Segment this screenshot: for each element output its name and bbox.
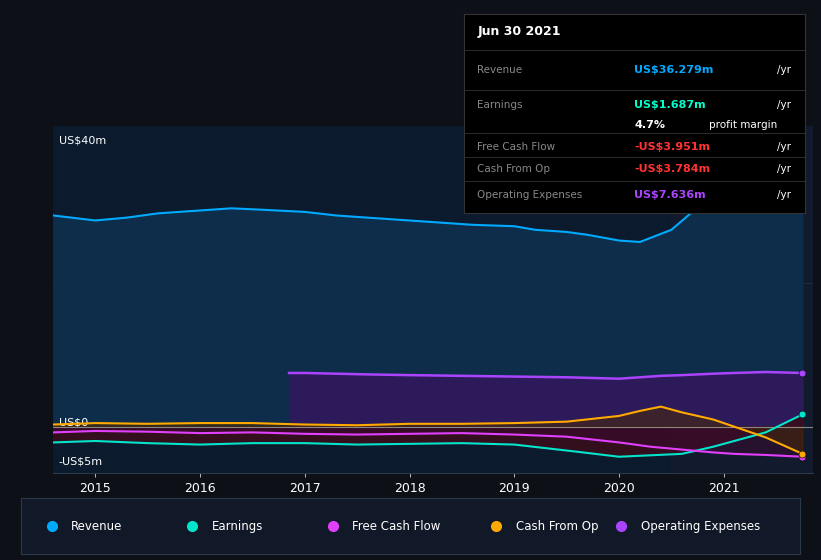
Text: Cash From Op: Cash From Op: [478, 164, 551, 174]
Text: Cash From Op: Cash From Op: [516, 520, 599, 533]
Text: Operating Expenses: Operating Expenses: [478, 190, 583, 200]
Text: Free Cash Flow: Free Cash Flow: [352, 520, 440, 533]
Text: Free Cash Flow: Free Cash Flow: [478, 142, 556, 152]
Text: Earnings: Earnings: [212, 520, 263, 533]
Text: US$0: US$0: [58, 417, 88, 427]
Text: /yr: /yr: [777, 142, 791, 152]
Text: US$7.636m: US$7.636m: [635, 190, 706, 200]
Text: -US$3.784m: -US$3.784m: [635, 164, 710, 174]
Text: 4.7%: 4.7%: [635, 120, 665, 130]
Text: /yr: /yr: [777, 64, 791, 74]
Text: Earnings: Earnings: [478, 100, 523, 110]
Text: Jun 30 2021: Jun 30 2021: [478, 25, 561, 39]
Text: US$1.687m: US$1.687m: [635, 100, 706, 110]
Text: /yr: /yr: [777, 190, 791, 200]
Text: US$40m: US$40m: [58, 135, 106, 145]
Text: /yr: /yr: [777, 164, 791, 174]
Text: Operating Expenses: Operating Expenses: [640, 520, 759, 533]
Text: US$36.279m: US$36.279m: [635, 64, 713, 74]
Text: /yr: /yr: [777, 100, 791, 110]
Text: profit margin: profit margin: [709, 120, 777, 130]
Text: -US$3.951m: -US$3.951m: [635, 142, 710, 152]
Bar: [672, 126, 813, 473]
Text: Revenue: Revenue: [71, 520, 122, 533]
Text: Revenue: Revenue: [478, 64, 523, 74]
Text: -US$5m: -US$5m: [58, 456, 103, 466]
